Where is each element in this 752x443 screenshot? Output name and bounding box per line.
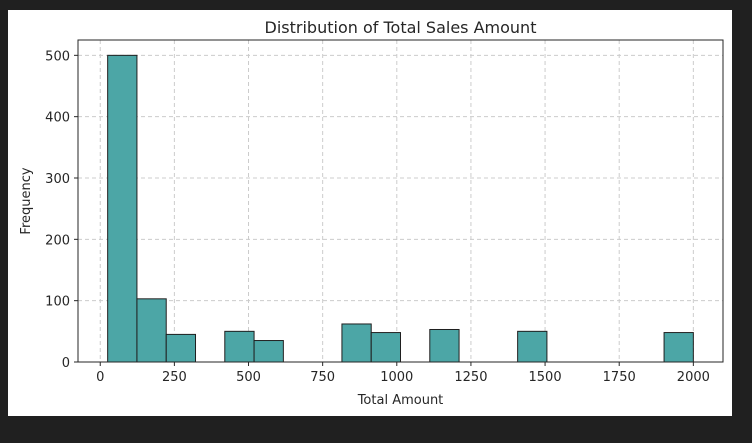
- x-tick-label: 1250: [454, 370, 487, 385]
- x-tick-label: 250: [162, 370, 187, 385]
- y-tick-label: 0: [62, 356, 70, 371]
- x-tick-label: 1750: [603, 370, 636, 385]
- y-axis-title: Frequency: [19, 167, 34, 234]
- x-tick-label: 1500: [529, 370, 562, 385]
- histogram-bar: [429, 328, 460, 363]
- y-tick-label: 300: [45, 172, 70, 187]
- grid: [78, 40, 723, 363]
- x-axis-title: Total Amount: [357, 393, 444, 408]
- histogram-bar: [370, 332, 401, 363]
- x-tick-label: 2000: [677, 370, 710, 385]
- histogram-chart: 0 250 500 750 1000 1250 1500 1750 2000 0 100 200 30…: [19, 18, 724, 408]
- histogram-bar: [341, 323, 372, 363]
- plot-frame: [77, 39, 724, 363]
- histogram-bar: [253, 340, 284, 363]
- y-axis-ticks: 0 100 200 300 400 500: [45, 49, 78, 371]
- histogram-bars: [107, 54, 694, 363]
- y-tick-label: 200: [45, 233, 70, 248]
- x-tick-label: 750: [310, 370, 335, 385]
- x-tick-label: 500: [236, 370, 261, 385]
- y-tick-label: 500: [45, 49, 70, 64]
- histogram-bar: [517, 330, 548, 363]
- x-tick-label: 0: [96, 370, 104, 385]
- histogram-bar: [165, 333, 197, 363]
- y-tick-label: 400: [45, 111, 70, 126]
- histogram-bar: [107, 54, 138, 363]
- histogram-bar: [663, 332, 694, 363]
- y-tick-label: 100: [45, 295, 70, 310]
- chart-title: Distribution of Total Sales Amount: [265, 18, 537, 37]
- figure: 0 250 500 750 1000 1250 1500 1750 2000 0 100 200 30…: [8, 10, 732, 416]
- x-tick-label: 1000: [380, 370, 413, 385]
- x-axis-ticks: 0 250 500 750 1000 1250 1500 1750 2000: [96, 362, 710, 385]
- histogram-bar: [136, 298, 167, 363]
- histogram-bar: [224, 330, 255, 363]
